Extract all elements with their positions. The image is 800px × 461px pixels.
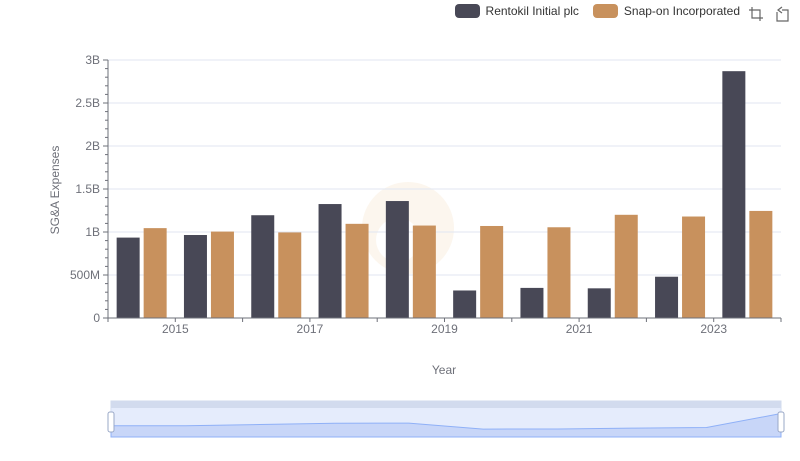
- zoom-icon[interactable]: [748, 6, 764, 22]
- bar-snapon-2019[interactable]: [480, 225, 504, 318]
- y-axis-label: SG&A Expenses: [48, 146, 62, 235]
- bar-snapon-2022[interactable]: [682, 216, 706, 318]
- legend-swatch-snapon: [592, 4, 618, 18]
- bar-rentokil-2022[interactable]: [655, 276, 679, 318]
- bar-series: [116, 71, 773, 319]
- y-tick-label: 500M: [70, 268, 100, 282]
- chart-legend: Rentokil Initial plc Snap-on Incorporate…: [454, 4, 740, 18]
- x-axis-label: Year: [432, 363, 456, 377]
- x-axis: 2015 2017 2019 2021 2023: [107, 317, 782, 336]
- bar-rentokil-2015[interactable]: [183, 235, 207, 318]
- bar-snapon-2023[interactable]: [749, 210, 773, 318]
- bar-snapon-2016[interactable]: [278, 232, 302, 318]
- bar-snapon-2015[interactable]: [210, 231, 234, 318]
- y-tick-label: 1B: [85, 225, 100, 239]
- bar-rentokil-2020[interactable]: [520, 287, 544, 318]
- x-tick-label: 2019: [431, 322, 458, 336]
- y-axis-ticks: 0 500M 1B 1.5B 2B 2.5B 3B: [70, 53, 109, 325]
- bar-rentokil-2017[interactable]: [318, 204, 342, 318]
- zoom-handle-right[interactable]: [777, 411, 785, 433]
- bar-rentokil-2016[interactable]: [251, 215, 275, 318]
- legend-swatch-rentokil: [454, 4, 480, 18]
- chart-toolbox: [748, 6, 790, 22]
- x-tick-label: 2015: [162, 322, 189, 336]
- x-tick-label: 2021: [566, 322, 593, 336]
- y-tick-label: 2.5B: [75, 96, 100, 110]
- restore-icon[interactable]: [774, 6, 790, 22]
- bar-rentokil-2019[interactable]: [453, 290, 477, 318]
- bar-rentokil-2023[interactable]: [722, 71, 746, 319]
- bar-snapon-2014[interactable]: [143, 228, 167, 318]
- y-tick-label: 3B: [85, 53, 100, 67]
- y-tick-label: 0: [93, 311, 100, 325]
- y-tick-label: 1.5B: [75, 182, 100, 196]
- bar-rentokil-2018[interactable]: [385, 201, 409, 318]
- zoom-handle-left[interactable]: [107, 411, 115, 433]
- bar-snapon-2018[interactable]: [412, 225, 436, 318]
- legend-label-rentokil: Rentokil Initial plc: [485, 4, 579, 18]
- bar-snapon-2017[interactable]: [345, 223, 369, 318]
- x-tick-label: 2017: [297, 322, 324, 336]
- data-zoom-slider[interactable]: [107, 400, 785, 438]
- legend-item-rentokil[interactable]: Rentokil Initial plc: [454, 4, 579, 18]
- y-tick-label: 2B: [85, 139, 100, 153]
- legend-label-snapon: Snap-on Incorporated: [623, 4, 740, 18]
- bar-snapon-2021[interactable]: [614, 214, 638, 318]
- y-grid-lines: [108, 59, 781, 276]
- x-tick-label: 2023: [700, 322, 727, 336]
- bar-snapon-2020[interactable]: [547, 227, 571, 318]
- bar-rentokil-2021[interactable]: [587, 288, 611, 318]
- legend-item-snapon[interactable]: Snap-on Incorporated: [592, 4, 740, 18]
- zoom-preview-area: [110, 412, 782, 438]
- zoom-top-bar[interactable]: [111, 401, 781, 408]
- bar-rentokil-2014[interactable]: [116, 237, 140, 318]
